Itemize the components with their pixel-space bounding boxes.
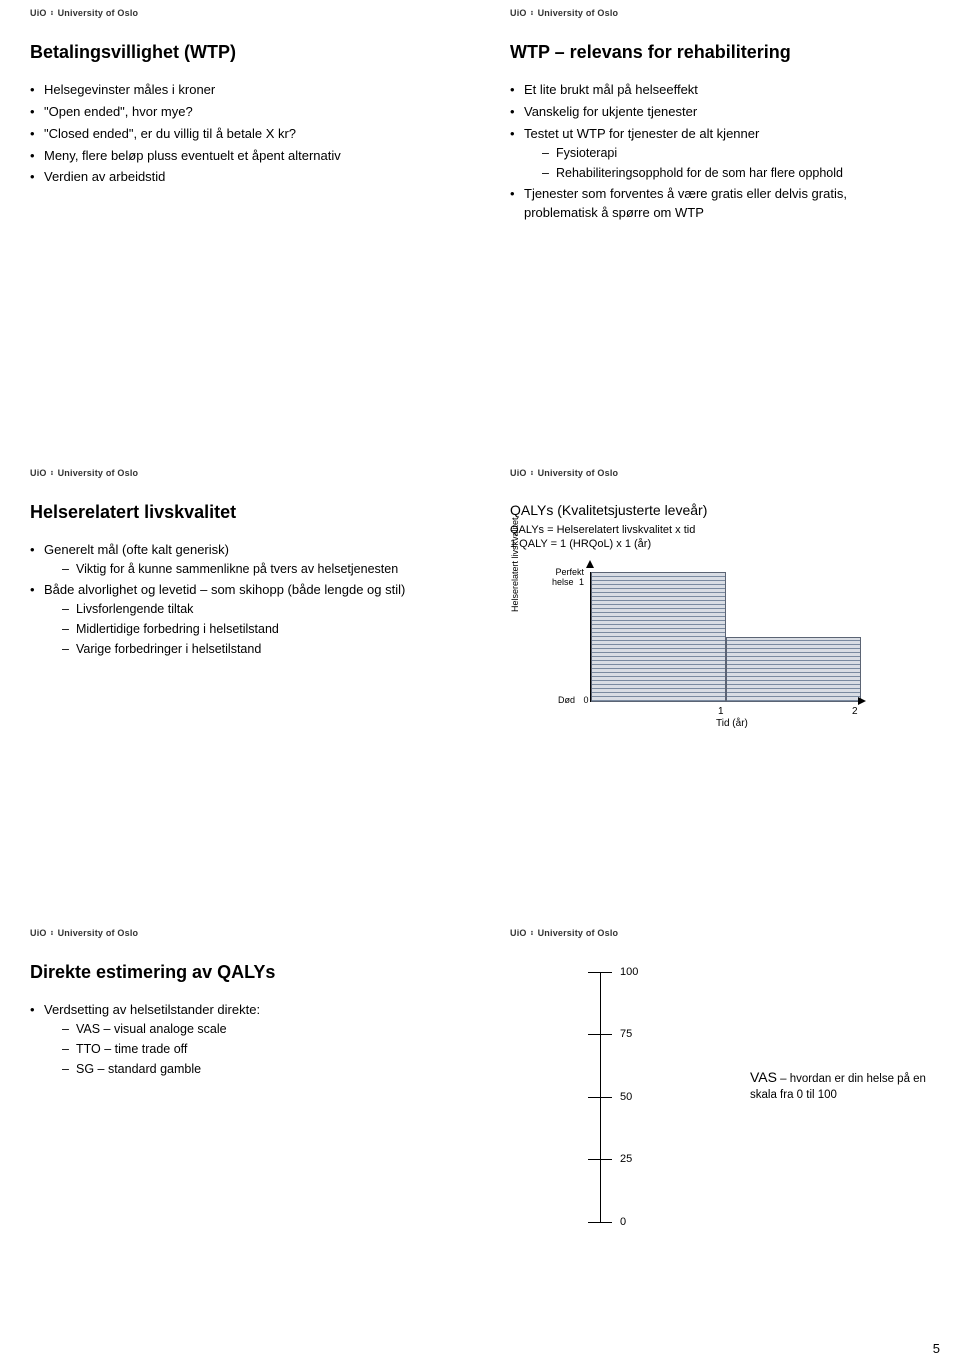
- slide-6: UiO ᛬ University of Oslo 100 75 50 25 0 …: [490, 920, 930, 1262]
- bullet-text: Generelt mål (ofte kalt generisk): [44, 542, 229, 557]
- sub-bullet: Viktig for å kunne sammenlikne på tvers …: [62, 560, 430, 578]
- y-arrow-icon: [586, 560, 594, 568]
- vas-note-bold: VAS: [750, 1069, 777, 1085]
- sub-bullet: Rehabiliteringsopphold for de som har fl…: [542, 164, 910, 182]
- sub-bullet: Midlertidige forbedring i helsetilstand: [62, 620, 430, 638]
- plot-area: [590, 572, 860, 702]
- sub-bullet: Fysioterapi: [542, 144, 910, 162]
- sub-bullets: Livsforlengende tiltak Midlertidige forb…: [44, 600, 430, 658]
- slide-2-title: WTP – relevans for rehabilitering: [510, 42, 910, 63]
- slide-header: UiO ᛬ University of Oslo: [30, 8, 430, 18]
- vas-tick: [588, 972, 612, 973]
- y-bottom-label: Død 0: [558, 695, 589, 705]
- slide-2-bullets: Et lite brukt mål på helseeffekt Vanskel…: [510, 81, 910, 222]
- bullet: Verdien av arbeidstid: [30, 168, 430, 187]
- bullet: Helsegevinster måles i kroner: [30, 81, 430, 100]
- sub-bullet: VAS – visual analoge scale: [62, 1020, 430, 1038]
- y-top-label: Perfekt helse 1: [542, 567, 584, 587]
- bullet: Tjenester som forventes å være gratis el…: [510, 185, 910, 223]
- y-axis-label: Helserelatert livskvalitet: [510, 517, 520, 612]
- slide-5: UiO ᛬ University of Oslo Direkte estimer…: [10, 920, 450, 1101]
- bullet: Vanskelig for ukjente tjenester: [510, 103, 910, 122]
- bullet: Generelt mål (ofte kalt generisk) Viktig…: [30, 541, 430, 578]
- y-tick-1: 1: [579, 577, 584, 587]
- y-tick-0: 0: [584, 695, 589, 705]
- vas-label-100: 100: [620, 966, 638, 978]
- segment-2: [726, 637, 861, 702]
- vas-scale: 100 75 50 25 0: [550, 962, 650, 1242]
- vas-tick: [588, 1159, 612, 1160]
- slide-header: UiO ᛬ University of Oslo: [510, 8, 910, 18]
- bullet: "Closed ended", er du villig til å betal…: [30, 125, 430, 144]
- slide-header: UiO ᛬ University of Oslo: [30, 928, 430, 938]
- bullet: Et lite brukt mål på helseeffekt: [510, 81, 910, 100]
- x-arrow-icon: [858, 697, 866, 705]
- sub-bullet: SG – standard gamble: [62, 1060, 430, 1078]
- slide-3-title: Helserelatert livskvalitet: [30, 502, 430, 523]
- x-axis-label: Tid (år): [716, 718, 748, 729]
- bullet-text: Verdsetting av helsetilstander direkte:: [44, 1002, 260, 1017]
- sub-bullets: VAS – visual analoge scale TTO – time tr…: [44, 1020, 430, 1078]
- bullet: Testet ut WTP for tjenester de alt kjenn…: [510, 125, 910, 182]
- slide-3: UiO ᛬ University of Oslo Helserelatert l…: [10, 460, 450, 681]
- sub-bullet: Varige forbedringer i helsetilstand: [62, 640, 430, 658]
- slide-1-title: Betalingsvillighet (WTP): [30, 42, 430, 63]
- bullet: Verdsetting av helsetilstander direkte: …: [30, 1001, 430, 1078]
- bullet: Meny, flere beløp pluss eventuelt et åpe…: [30, 147, 430, 166]
- vas-note: VAS – hvordan er din helse på en skala f…: [750, 1068, 940, 1103]
- slide-1: UiO ᛬ University of Oslo Betalingsvillig…: [10, 0, 450, 210]
- bullet: Både alvorlighet og levetid – som skihop…: [30, 581, 430, 658]
- slide-header: UiO ᛬ University of Oslo: [30, 468, 430, 478]
- slide-5-bullets: Verdsetting av helsetilstander direkte: …: [30, 1001, 430, 1078]
- bullet-text: Både alvorlighet og levetid – som skihop…: [44, 582, 405, 597]
- bullet-text: Testet ut WTP for tjenester de alt kjenn…: [524, 126, 759, 141]
- page: UiO ᛬ University of Oslo Betalingsvillig…: [0, 0, 960, 1368]
- slide-5-title: Direkte estimering av QALYs: [30, 962, 430, 983]
- vas-label-25: 25: [620, 1153, 632, 1165]
- vas-note-rest: – hvordan er din helse på en skala fra 0…: [750, 1073, 926, 1101]
- vas-label-50: 50: [620, 1091, 632, 1103]
- slide-4-sub1: QALYs = Helserelatert livskvalitet x tid: [510, 524, 910, 536]
- slide-4-title: QALYs (Kvalitetsjusterte leveår): [510, 502, 910, 518]
- slide-3-bullets: Generelt mål (ofte kalt generisk) Viktig…: [30, 541, 430, 658]
- sub-bullets: Fysioterapi Rehabiliteringsopphold for d…: [524, 144, 910, 182]
- slide-header: UiO ᛬ University of Oslo: [510, 928, 910, 938]
- slide-4: UiO ᛬ University of Oslo QALYs (Kvalitet…: [490, 460, 930, 752]
- bullet: "Open ended", hvor mye?: [30, 103, 430, 122]
- vas-label-0: 0: [620, 1216, 626, 1228]
- slide-1-bullets: Helsegevinster måles i kroner "Open ende…: [30, 81, 430, 187]
- y-bot-label-text: Død: [558, 695, 575, 705]
- page-number: 5: [933, 1341, 940, 1356]
- x-tick-1: 1: [718, 706, 724, 717]
- segment-1: [591, 572, 726, 702]
- vas-tick: [588, 1034, 612, 1035]
- qaly-chart: Helserelatert livskvalitet Perfekt helse…: [540, 562, 880, 732]
- vas-tick: [588, 1222, 612, 1223]
- vas-tick: [588, 1097, 612, 1098]
- vas-label-75: 75: [620, 1028, 632, 1040]
- slide-header: UiO ᛬ University of Oslo: [510, 468, 910, 478]
- slide-2: UiO ᛬ University of Oslo WTP – relevans …: [490, 0, 930, 245]
- slide-4-sub2: 1 QALY = 1 (HRQoL) x 1 (år): [510, 538, 910, 550]
- sub-bullet: Livsforlengende tiltak: [62, 600, 430, 618]
- sub-bullets: Viktig for å kunne sammenlikne på tvers …: [44, 560, 430, 578]
- sub-bullet: TTO – time trade off: [62, 1040, 430, 1058]
- x-tick-2: 2: [852, 706, 858, 717]
